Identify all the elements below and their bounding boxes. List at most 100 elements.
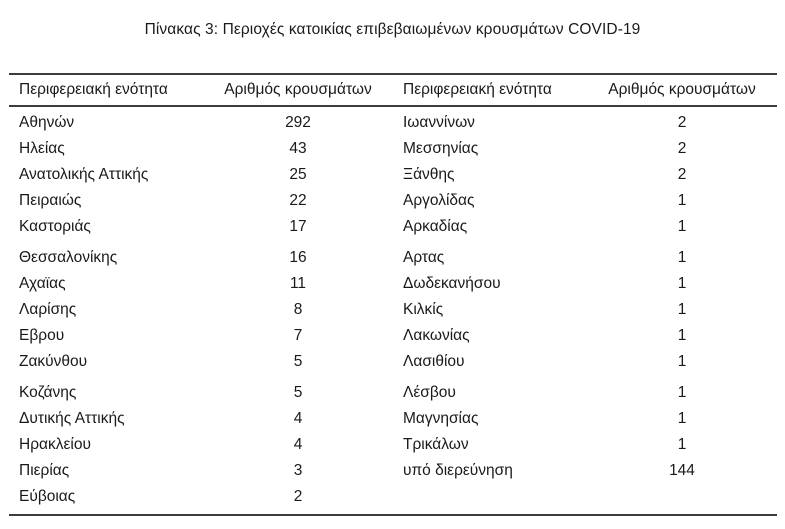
case-count: 1 (677, 301, 687, 318)
region-name: Λακωνίας (403, 327, 470, 344)
table-row: Αρκαδίας 1 (393, 214, 777, 240)
row-group: Θεσσαλονίκης 16 Αχαϊας 11 Λαρίσης 8 Εβρου 7 Ζακύ… (9, 245, 393, 375)
table-row: Ηλείας 43 (9, 136, 393, 162)
case-count: 7 (293, 327, 303, 344)
case-count: 17 (289, 218, 307, 235)
table-row: Αρτας 1 (393, 245, 777, 271)
table-row: Πειραιώς 22 (9, 188, 393, 214)
table-header-right-half: Περιφερειακή ενότητα Αριθμός κρουσμάτων (393, 75, 777, 105)
table-row: Λακωνίας 1 (393, 323, 777, 349)
region-name: Αρκαδίας (403, 218, 468, 235)
region-name: Μαγνησίας (403, 410, 479, 427)
region-name: Δυτικής Αττικής (19, 410, 125, 427)
case-count: 43 (289, 140, 307, 157)
table-row: Δωδεκανήσου 1 (393, 271, 777, 297)
region-name: Θεσσαλονίκης (19, 249, 118, 266)
row-group: Αρτας 1 Δωδεκανήσου 1 Κιλκίς 1 Λακωνίας 1 Λασιθί… (393, 245, 777, 375)
case-count: 1 (677, 218, 687, 235)
table-row: Λέσβου 1 (393, 380, 777, 406)
table-row: Κιλκίς 1 (393, 297, 777, 323)
case-count: 16 (289, 249, 307, 266)
case-count: 5 (293, 384, 303, 401)
region-name: Λέσβου (403, 384, 456, 401)
header-region-right: Περιφερειακή ενότητα (403, 81, 552, 98)
table-row: Ανατολικής Αττικής 25 (9, 162, 393, 188)
case-count: 2 (677, 166, 687, 183)
case-count: 25 (289, 166, 307, 183)
table-row: Ιωαννίνων 2 (393, 110, 777, 136)
table-row: Μεσσηνίας 2 (393, 136, 777, 162)
region-name: Ξάνθης (403, 166, 455, 183)
row-group: Κοζάνης 5 Δυτικής Αττικής 4 Ηρακλείου 4 Πιερία… (9, 380, 393, 510)
table-row: Λαρίσης 8 (9, 297, 393, 323)
table-row: Ζακύνθου 5 (9, 349, 393, 375)
region-name: Δωδεκανήσου (403, 275, 501, 292)
region-name: Μεσσηνίας (403, 140, 479, 157)
case-count: 2 (677, 140, 687, 157)
table-row: Εβρου 7 (9, 323, 393, 349)
region-name: Ηρακλείου (19, 436, 91, 453)
region-name: Καστοριάς (19, 218, 91, 235)
table-row: Τρικάλων 1 (393, 432, 777, 458)
row-group: Λέσβου 1 Μαγνησίας 1 Τρικάλων 1 υπό διερεύνηση… (393, 380, 777, 484)
case-count: 5 (293, 353, 303, 370)
case-count: 4 (293, 410, 303, 427)
case-count: 22 (289, 192, 307, 209)
region-name: Κιλκίς (403, 301, 444, 318)
case-count: 4 (293, 436, 303, 453)
case-count: 1 (677, 384, 687, 401)
case-count: 2 (293, 488, 303, 505)
case-count: 1 (677, 436, 687, 453)
table-header-row: Περιφερειακή ενότητα Αριθμός κρουσμάτων … (9, 75, 777, 107)
row-group: Αθηνών 292 Ηλείας 43 Ανατολικής Αττικής 25 Πει… (9, 110, 393, 240)
table-row: Ηρακλείου 4 (9, 432, 393, 458)
region-name: Λαρίσης (19, 301, 77, 318)
row-group: Ιωαννίνων 2 Μεσσηνίας 2 Ξάνθης 2 Αργολίδας 1 Αρκ… (393, 110, 777, 240)
region-name: Αρτας (403, 249, 445, 266)
region-name: Εύβοιας (19, 488, 76, 505)
table-body: Αθηνών 292 Ηλείας 43 Ανατολικής Αττικής 25 Πει… (9, 107, 777, 514)
table-left-column: Αθηνών 292 Ηλείας 43 Ανατολικής Αττικής 25 Πει… (9, 110, 393, 510)
table-row: Ξάνθης 2 (393, 162, 777, 188)
table-row: Θεσσαλονίκης 16 (9, 245, 393, 271)
region-name: Λασιθίου (403, 353, 465, 370)
region-name: Πιερίας (19, 462, 70, 479)
table-row: υπό διερεύνηση 144 (393, 458, 777, 484)
region-name: Ζακύνθου (19, 353, 88, 370)
case-count: 1 (677, 249, 687, 266)
table-row: Πιερίας 3 (9, 458, 393, 484)
table-row: Κοζάνης 5 (9, 380, 393, 406)
table-row: Μαγνησίας 1 (393, 406, 777, 432)
case-count: 11 (289, 275, 307, 292)
header-cases-right: Αριθμός κρουσμάτων (608, 81, 756, 98)
case-count: 8 (293, 301, 303, 318)
region-name: Αργολίδας (403, 192, 475, 209)
region-name: Εβρου (19, 327, 65, 344)
region-name: υπό διερεύνηση (403, 462, 513, 479)
case-count: 292 (285, 114, 311, 131)
table-row: Αθηνών 292 (9, 110, 393, 136)
table-header-left-half: Περιφερειακή ενότητα Αριθμός κρουσμάτων (9, 75, 393, 105)
region-name: Πειραιώς (19, 192, 82, 209)
region-name: Ηλείας (19, 140, 65, 157)
case-count: 3 (293, 462, 303, 479)
header-region-left: Περιφερειακή ενότητα (19, 81, 168, 98)
case-count: 1 (677, 327, 687, 344)
region-name: Κοζάνης (19, 384, 77, 401)
case-count: 2 (677, 114, 687, 131)
case-count: 1 (677, 192, 687, 209)
case-count: 1 (677, 353, 687, 370)
table-row: Καστοριάς 17 (9, 214, 393, 240)
region-name: Αχαϊας (19, 275, 66, 292)
case-count: 144 (669, 462, 695, 479)
region-name: Ανατολικής Αττικής (19, 166, 149, 183)
region-name: Αθηνών (19, 114, 75, 131)
table-row: Αργολίδας 1 (393, 188, 777, 214)
case-count: 1 (677, 275, 687, 292)
cases-table: Περιφερειακή ενότητα Αριθμός κρουσμάτων … (9, 73, 777, 516)
table-right-column: Ιωαννίνων 2 Μεσσηνίας 2 Ξάνθης 2 Αργολίδας 1 Αρκ… (393, 110, 777, 484)
header-cases-left: Αριθμός κρουσμάτων (224, 81, 372, 98)
table-row: Λασιθίου 1 (393, 349, 777, 375)
case-count: 1 (677, 410, 687, 427)
